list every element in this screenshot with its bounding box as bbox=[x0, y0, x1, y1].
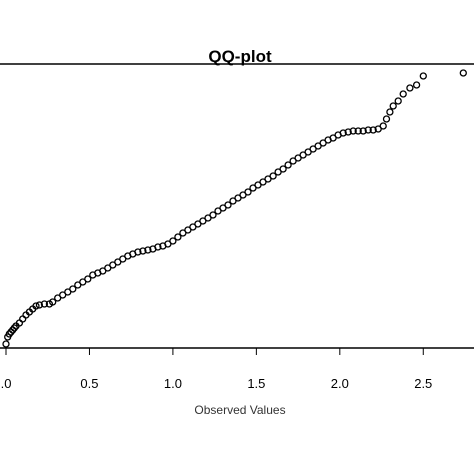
x-tick-label: 1.0 bbox=[164, 376, 182, 391]
data-point bbox=[2, 340, 10, 348]
data-point bbox=[199, 217, 207, 225]
data-point bbox=[269, 172, 277, 180]
data-point bbox=[32, 302, 40, 310]
x-tick-label: 2.5 bbox=[414, 376, 432, 391]
data-point bbox=[49, 298, 57, 306]
data-point bbox=[406, 84, 414, 92]
data-point bbox=[40, 300, 49, 308]
data-point bbox=[84, 275, 92, 283]
data-point bbox=[19, 315, 27, 323]
data-point bbox=[389, 102, 397, 110]
data-point bbox=[459, 69, 467, 77]
data-point bbox=[264, 175, 272, 183]
x-axis-label: Observed Values bbox=[194, 403, 285, 417]
data-points bbox=[2, 69, 467, 348]
data-point bbox=[174, 233, 182, 241]
data-point bbox=[364, 126, 372, 134]
data-point bbox=[284, 161, 292, 169]
data-point bbox=[419, 72, 427, 80]
x-tick-label: 2.0 bbox=[331, 376, 349, 391]
data-point bbox=[134, 248, 142, 256]
data-point bbox=[144, 246, 152, 254]
data-point bbox=[10, 324, 18, 332]
data-point bbox=[224, 201, 232, 209]
data-point bbox=[344, 128, 352, 136]
data-point bbox=[69, 285, 77, 293]
data-point bbox=[359, 127, 367, 135]
data-point bbox=[379, 122, 387, 130]
data-point bbox=[279, 165, 287, 173]
data-point bbox=[35, 301, 44, 309]
data-point bbox=[154, 243, 162, 251]
plot-frame bbox=[0, 63, 474, 349]
data-point bbox=[209, 211, 217, 219]
data-point bbox=[59, 291, 67, 299]
data-point bbox=[382, 115, 391, 123]
x-tick-label: .0 bbox=[1, 376, 12, 391]
x-tick-label: 0.5 bbox=[80, 376, 98, 391]
data-point bbox=[244, 188, 252, 196]
x-tick-label: 1.5 bbox=[247, 376, 265, 391]
data-point bbox=[412, 81, 421, 89]
data-point bbox=[349, 127, 357, 135]
chart-title: QQ-plot bbox=[208, 47, 272, 66]
data-point bbox=[369, 126, 377, 134]
data-point bbox=[169, 237, 177, 245]
data-point bbox=[339, 129, 347, 137]
data-point bbox=[354, 127, 362, 135]
data-point bbox=[386, 108, 394, 116]
data-point bbox=[139, 247, 147, 255]
data-point bbox=[394, 97, 402, 105]
x-axis-ticks: .0 0.5 1.0 1.5 2.0 2.5 bbox=[1, 348, 432, 391]
data-point bbox=[399, 90, 407, 98]
